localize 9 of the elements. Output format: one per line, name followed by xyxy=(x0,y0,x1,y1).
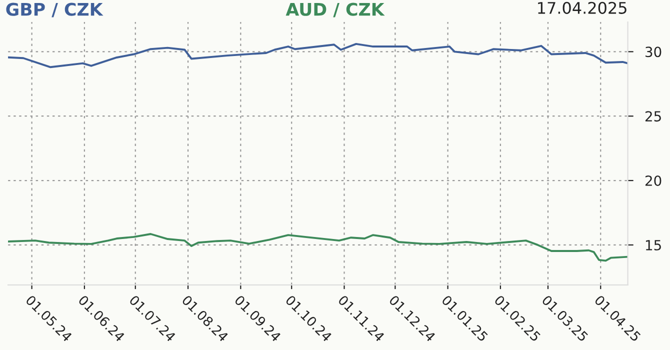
y-tick-label: 25 xyxy=(645,111,661,122)
text: GBP / CZK xyxy=(6,2,104,18)
line-series xyxy=(8,42,628,68)
y-tick-label: 30 xyxy=(646,46,662,58)
chart-title: 17.04.2025 xyxy=(538,2,626,14)
y-tick-label: 15 xyxy=(646,240,661,250)
text: AUD / CZK xyxy=(286,2,385,18)
y-tick-label: 20 xyxy=(645,176,662,186)
line-series xyxy=(8,233,628,262)
